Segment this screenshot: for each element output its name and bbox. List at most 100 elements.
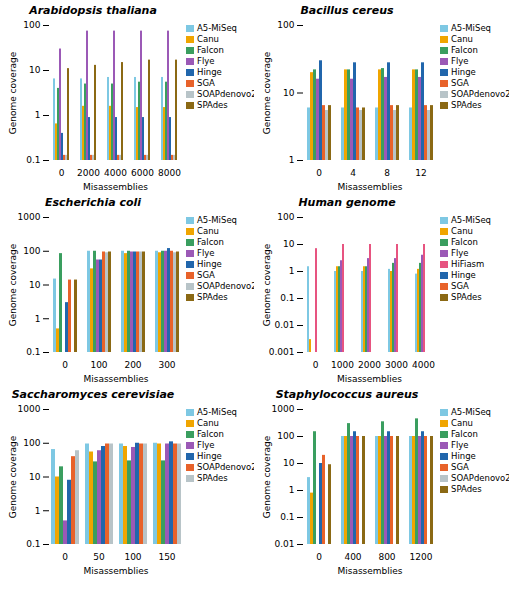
html-text:Falcon: Falcon <box>451 45 478 55</box>
svg-text:0: 0 <box>62 552 68 562</box>
html-text:Staphylococcus aureus: Staphylococcus aureus <box>275 388 419 401</box>
svg-text:100: 100 <box>90 360 107 370</box>
svg-text:1: 1 <box>289 485 295 495</box>
svg-text:100: 100 <box>23 20 40 30</box>
html-text:Arabidopsis thaliana: Arabidopsis thaliana <box>29 4 157 17</box>
svg-text:0: 0 <box>313 360 319 370</box>
svg-text:3000: 3000 <box>385 360 408 370</box>
svg-text:10: 10 <box>29 472 41 482</box>
svg-text:Genome coverage: Genome coverage <box>262 243 272 326</box>
svg-text:10: 10 <box>29 65 41 75</box>
svg-text:10: 10 <box>283 239 295 249</box>
html-text:Human genome: Human genome <box>298 196 396 209</box>
html-text:Flye: Flye <box>197 56 215 66</box>
svg-text:10: 10 <box>283 88 295 98</box>
svg-text:Genome coverage: Genome coverage <box>8 435 18 518</box>
svg-text:10: 10 <box>283 458 295 468</box>
svg-text:100: 100 <box>277 212 294 222</box>
svg-text:100: 100 <box>23 246 40 256</box>
svg-text:4: 4 <box>350 168 356 178</box>
svg-text:Genome coverage: Genome coverage <box>8 243 18 326</box>
html-text:SPAdes: SPAdes <box>197 100 228 110</box>
svg-text:Misassemblies: Misassemblies <box>337 182 402 192</box>
svg-text:0: 0 <box>316 552 322 562</box>
html-text:Bacillus cereus: Bacillus cereus <box>300 4 394 17</box>
svg-text:100: 100 <box>277 20 294 30</box>
svg-text:4000: 4000 <box>104 168 127 178</box>
svg-text:10: 10 <box>29 280 41 290</box>
svg-text:0.001: 0.001 <box>269 347 295 357</box>
svg-text:2000: 2000 <box>77 168 100 178</box>
html-text:A5-MiSeq: A5-MiSeq <box>197 215 237 225</box>
svg-text:8000: 8000 <box>158 168 181 178</box>
svg-text:Misassemblies: Misassemblies <box>83 374 148 384</box>
html-text:Escherichia coli: Escherichia coli <box>45 196 141 209</box>
svg-text:200: 200 <box>124 360 141 370</box>
svg-text:0.1: 0.1 <box>26 155 40 165</box>
html-text:SOAPdenovo2: SOAPdenovo2 <box>197 281 257 291</box>
html-text:Falcon: Falcon <box>451 237 478 247</box>
html-text:Flye: Flye <box>451 56 469 66</box>
html-text:Falcon: Falcon <box>197 45 224 55</box>
html-text:Canu: Canu <box>451 226 473 236</box>
svg-text:Genome coverage: Genome coverage <box>8 51 18 134</box>
svg-text:0.1: 0.1 <box>26 347 40 357</box>
svg-text:Misassemblies: Misassemblies <box>83 566 148 576</box>
svg-text:1: 1 <box>35 110 41 120</box>
svg-text:Misassemblies: Misassemblies <box>337 566 402 576</box>
svg-text:1000: 1000 <box>18 212 41 222</box>
svg-text:300: 300 <box>158 360 175 370</box>
svg-text:1200: 1200 <box>410 552 433 562</box>
html-text:A5-MiSeq: A5-MiSeq <box>451 215 491 225</box>
svg-text:100: 100 <box>277 431 294 441</box>
html-text:SOAPdenovo2: SOAPdenovo2 <box>197 89 257 99</box>
svg-text:800: 800 <box>378 552 395 562</box>
html-text:Canu: Canu <box>197 34 219 44</box>
svg-text:Genome coverage: Genome coverage <box>262 435 272 518</box>
svg-text:0.1: 0.1 <box>280 512 294 522</box>
svg-text:Genome coverage: Genome coverage <box>262 51 272 134</box>
svg-text:400: 400 <box>344 552 361 562</box>
svg-text:1: 1 <box>35 314 41 324</box>
svg-text:Misassemblies: Misassemblies <box>83 182 148 192</box>
svg-text:0: 0 <box>316 168 322 178</box>
html-text:Flye: Flye <box>197 248 215 258</box>
svg-text:50: 50 <box>93 552 105 562</box>
svg-text:2000: 2000 <box>358 360 381 370</box>
svg-text:0.1: 0.1 <box>280 293 294 303</box>
svg-text:Misassemblies: Misassemblies <box>337 374 402 384</box>
svg-text:0.01: 0.01 <box>274 539 294 549</box>
html-text:Canu: Canu <box>197 226 219 236</box>
html-text:SPAdes: SPAdes <box>451 100 482 110</box>
html-text:A5-MiSeq: A5-MiSeq <box>197 23 237 33</box>
html-text:SPAdes: SPAdes <box>197 292 228 302</box>
svg-text:100: 100 <box>23 438 40 448</box>
html-text:Falcon: Falcon <box>197 237 224 247</box>
html-text:Hinge: Hinge <box>197 67 222 77</box>
svg-text:4000: 4000 <box>412 360 435 370</box>
html-text:SGA: SGA <box>451 78 469 88</box>
svg-text:6000: 6000 <box>131 168 154 178</box>
html-text:SGA: SGA <box>197 270 215 280</box>
svg-text:1000: 1000 <box>331 360 354 370</box>
svg-text:0: 0 <box>59 168 65 178</box>
html-text:Hinge: Hinge <box>451 67 476 77</box>
svg-text:0.01: 0.01 <box>274 320 294 330</box>
svg-text:1: 1 <box>289 155 295 165</box>
svg-text:0.1: 0.1 <box>26 539 40 549</box>
html-text:A5-MiSeq: A5-MiSeq <box>451 23 491 33</box>
svg-text:100: 100 <box>124 552 141 562</box>
svg-text:150: 150 <box>158 552 175 562</box>
svg-text:1000: 1000 <box>272 404 295 414</box>
svg-text:12: 12 <box>415 168 426 178</box>
svg-text:8: 8 <box>384 168 390 178</box>
svg-text:1000: 1000 <box>18 404 41 414</box>
html-text:Flye: Flye <box>451 248 469 258</box>
html-text:Canu: Canu <box>451 34 473 44</box>
svg-text:1: 1 <box>289 266 295 276</box>
html-text:SGA: SGA <box>197 78 215 88</box>
svg-text:1: 1 <box>35 506 41 516</box>
html-text:Hinge: Hinge <box>197 259 222 269</box>
html-text:Saccharomyces cerevisiae: Saccharomyces cerevisiae <box>11 388 175 401</box>
svg-text:0: 0 <box>62 360 68 370</box>
